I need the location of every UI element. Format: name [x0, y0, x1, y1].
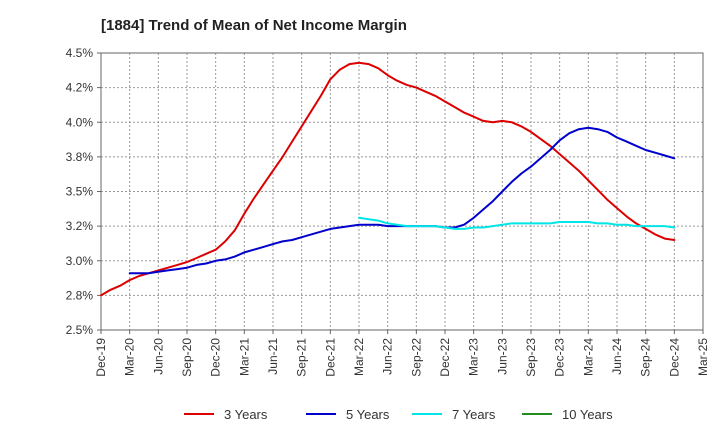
series-layer [100, 61, 676, 297]
y-tick-label: 3.0% [66, 254, 94, 268]
x-tick-label: Dec-19 [94, 338, 108, 377]
y-tick-label: 4.2% [66, 81, 94, 95]
y-tick-label: 3.2% [66, 219, 94, 233]
y-tick-label: 4.5% [66, 46, 94, 60]
x-tick-label: Jun-24 [610, 338, 624, 375]
x-tick-label: Sep-20 [180, 338, 194, 377]
x-tick-label: Mar-23 [467, 338, 481, 376]
grid [101, 53, 703, 330]
x-tick-label: Sep-22 [409, 338, 423, 377]
x-tick-label: Jun-22 [381, 338, 395, 375]
x-tick-label: Jun-20 [151, 338, 165, 375]
y-tick-label: 2.5% [66, 323, 94, 337]
y-tick-label: 2.8% [66, 288, 94, 302]
legend-label-3-years: 3 Years [224, 407, 268, 422]
y-axis-ticks: 2.5% 2.8% 3.0% 3.2% 3.5% 3.8% 4.0% 4.2% 4.5% [66, 46, 94, 337]
series-line-7-years [358, 216, 676, 230]
legend-label-10-years: 10 Years [562, 407, 613, 422]
x-tick-label: Sep-23 [524, 338, 538, 377]
plot-border [100, 52, 704, 331]
axes [97, 52, 704, 334]
x-tick-label: Jun-21 [266, 338, 280, 375]
series-line-3-years [100, 61, 676, 297]
y-tick-label: 3.5% [66, 185, 94, 199]
x-tick-label: Mar-20 [123, 338, 137, 376]
x-tick-label: Mar-25 [696, 338, 710, 376]
x-tick-label: Mar-22 [352, 338, 366, 376]
x-tick-label: Dec-24 [667, 338, 681, 377]
x-tick-label: Mar-24 [581, 338, 595, 376]
x-axis-ticks: Dec-19 Mar-20 Jun-20 Sep-20 Dec-20 Mar-21 Jun-… [94, 338, 710, 377]
legend-label-5-years: 5 Years [346, 407, 390, 422]
chart-title: [1884] Trend of Mean of Net Income Margi… [101, 17, 407, 34]
x-tick-label: Dec-22 [438, 338, 452, 377]
legend-label-7-years: 7 Years [452, 407, 496, 422]
y-tick-label: 3.8% [66, 150, 94, 164]
x-tick-label: Dec-20 [209, 338, 223, 377]
x-tick-label: Dec-23 [553, 338, 567, 377]
x-tick-label: Mar-21 [237, 338, 251, 376]
x-tick-label: Jun-23 [495, 338, 509, 375]
y-tick-label: 4.0% [66, 115, 94, 129]
x-tick-label: Dec-21 [323, 338, 337, 377]
x-tick-label: Sep-24 [639, 338, 653, 377]
legend: 3 Years 5 Years 7 Years 10 Years [184, 407, 613, 422]
x-tick-label: Sep-21 [295, 338, 309, 377]
